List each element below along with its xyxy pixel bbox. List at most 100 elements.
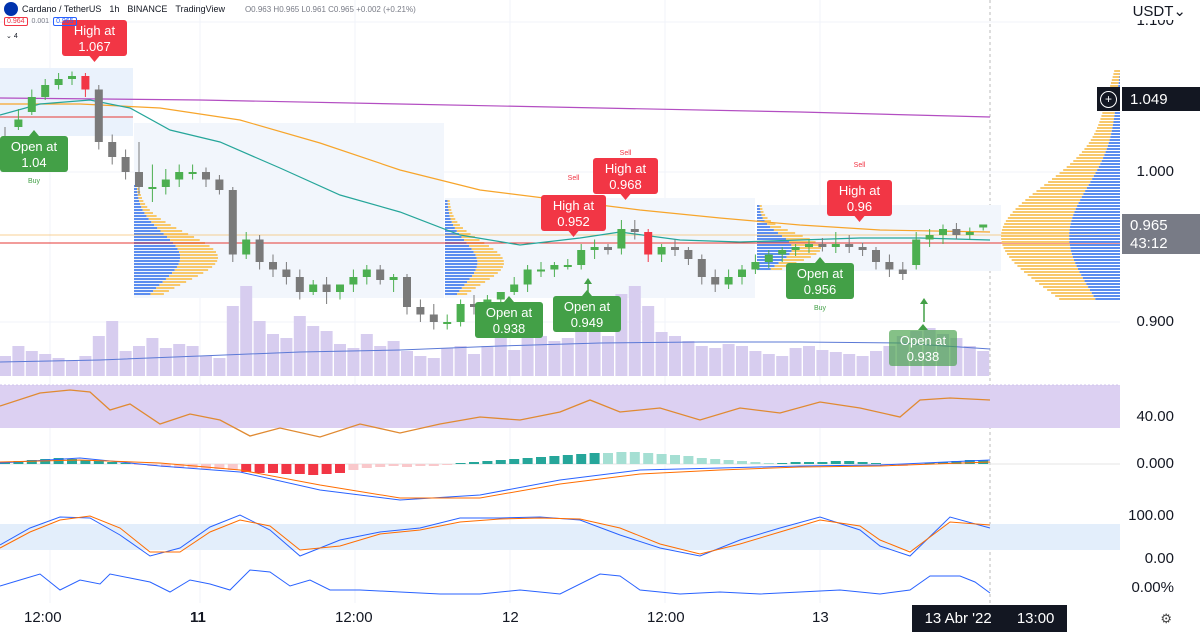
profile-bar-sell [1027,274,1082,276]
profile-bar-sell [163,233,189,235]
profile-bar-buy [1075,208,1125,210]
profile-bar-buy [1075,262,1125,264]
annotation-pointer [89,56,100,62]
profile-bar-buy [757,211,761,213]
candle-body [510,284,519,292]
macd-bar [361,464,372,468]
time-label: 11 [190,609,206,626]
profile-bar-buy [134,203,141,205]
candle-body [751,262,760,270]
candle-body [563,265,572,267]
level-price-label: 1.049 [1122,87,1200,111]
bid-price[interactable]: 0.964 [4,17,28,26]
profile-bar-buy [134,218,149,220]
profile-bar-sell [792,247,821,249]
profile-bar-buy [445,284,465,286]
profile-bar-sell [1063,169,1098,171]
volume-bar [146,338,159,376]
symbol-name[interactable]: Cardano / TetherUS [22,4,102,14]
annotation-box [593,158,658,194]
profile-bar-sell [467,281,486,283]
time-axis[interactable]: 12:00 11 12:00 12 12:00 13 13 Abr '22 13… [0,603,1200,632]
macd-bar [763,463,774,464]
candle-body [429,314,438,322]
candle-body [416,307,425,315]
stoch-high-level: 100.00 [1128,507,1174,524]
time-label: 12:00 [335,609,373,626]
profile-bar-buy [445,212,450,214]
volume-bar [843,354,856,376]
candle-body [818,244,827,247]
candle-body [724,277,733,285]
rsi-band [0,385,1120,428]
ma-fast-line [0,99,991,246]
macd-bar [710,459,721,464]
profile-bar-sell [1012,211,1075,213]
profile-bar-sell [477,263,504,265]
macd-bar [629,452,640,464]
volume-bar [977,351,990,376]
annotation-tag: Buy [814,305,827,312]
ask-price[interactable]: 0.965 [53,17,77,26]
oscillator-level: 0.00% [1131,579,1174,596]
profile-bar-sell [1114,70,1121,72]
profile-bar-sell [151,221,166,223]
annotation-value: 0.96 [847,199,872,214]
currency-selector[interactable]: USDT⌄ [1130,2,1188,20]
time-label: 12 [502,609,519,626]
candle-body [939,229,947,235]
price-level: 1.000 [1136,163,1174,180]
macd-bar [469,462,479,464]
candle-body [671,247,679,250]
volume-profile-histograms [134,185,821,295]
candle-body [604,247,612,250]
volume-bar [816,350,829,376]
macd-bar [174,464,185,468]
profile-bar-sell [1002,226,1071,228]
profile-bar-buy [1090,181,1125,183]
profile-bar-sell [1044,184,1089,186]
volume-bar [709,348,722,376]
profile-bar-sell [169,275,198,277]
volume-bar [695,346,708,376]
profile-bar-buy [1077,205,1125,207]
profile-bar-sell [1092,136,1111,138]
profile-bar-sell [1014,262,1076,264]
profile-bar-sell [1017,265,1077,267]
profile-bar-sell [165,278,193,280]
stoch-d-line [0,515,991,555]
rsi-line [0,389,991,438]
profile-bar-buy [134,251,180,253]
macd-bar [696,458,707,464]
candle-body [537,269,545,272]
candle-body [697,259,706,277]
annotation-tag: Sell [568,175,580,182]
profile-bar-buy [1072,256,1125,258]
macd-bar [857,462,868,464]
candle-body [255,239,264,262]
interval[interactable]: 1h [109,4,120,14]
profile-bar-buy [134,260,180,262]
profile-bar-buy [1069,244,1125,246]
macd-bar [120,463,131,464]
indicators-toggle[interactable]: ⌄ 4 [6,32,18,40]
profile-bar-buy [1093,175,1125,177]
gear-icon[interactable]: ⚙ [1160,611,1172,626]
plus-button[interactable]: + [1097,87,1120,111]
profile-bar-buy [445,254,476,256]
candle-body [845,244,854,247]
profile-bar-buy [445,260,478,262]
profile-bar-buy [1100,163,1125,165]
profile-bar-buy [445,224,454,226]
profile-bar-sell [157,227,177,229]
profile-bar-sell [140,203,146,205]
profile-bar-sell [1002,244,1070,246]
annotation-value: 0.949 [571,315,604,330]
candle-body [41,85,50,97]
profile-bar-buy [1104,154,1125,156]
volume-bar [173,344,186,376]
profile-bar-sell [469,278,490,280]
exchange: BINANCE [127,4,168,14]
profile-bar-sell [791,250,820,252]
